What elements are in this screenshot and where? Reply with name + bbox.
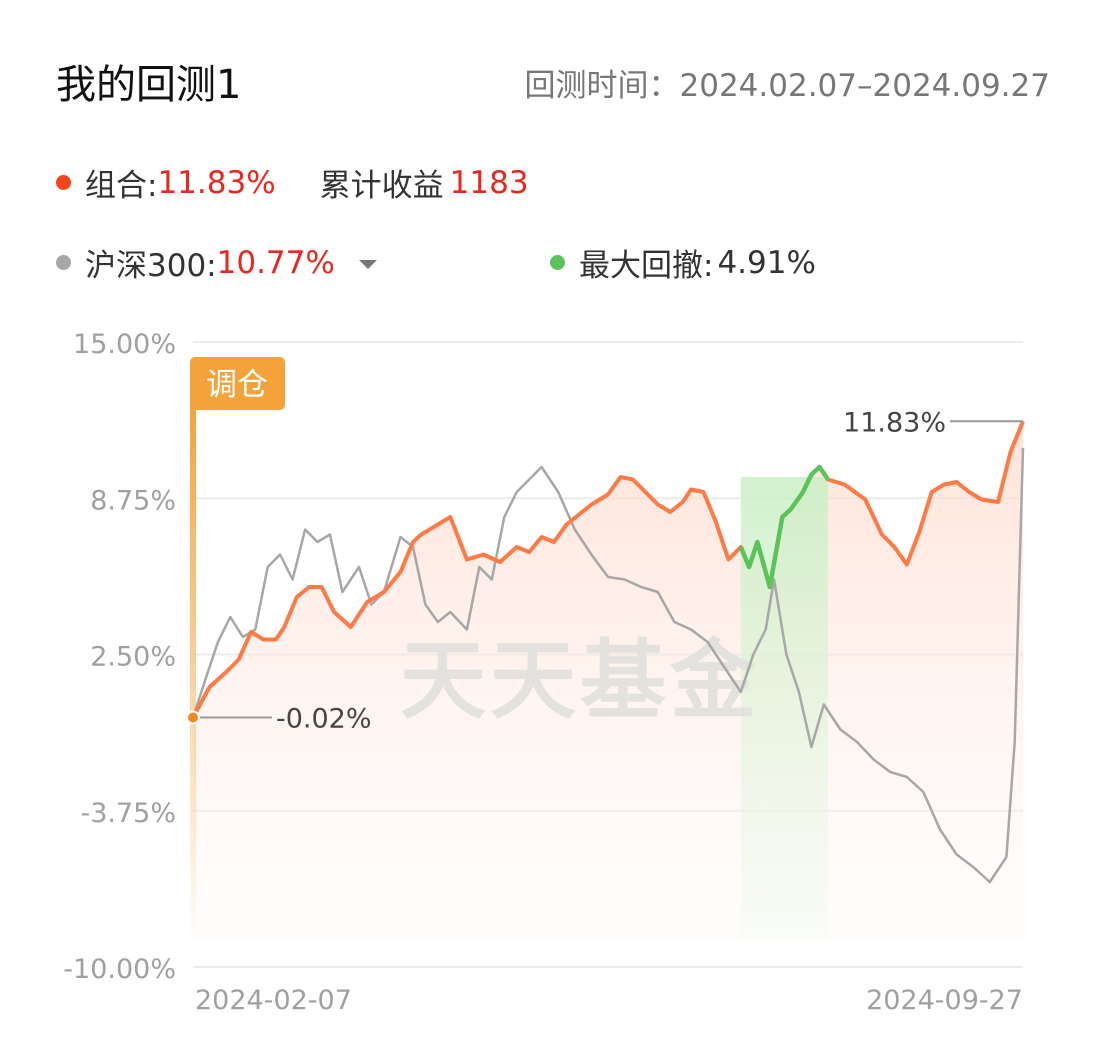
backtest-period: 回测时间：2024.02.07–2024.09.27	[525, 60, 1051, 105]
rebalance-bar	[190, 400, 196, 940]
axis-ticks: 15.00% 8.75% 2.50% -3.75% -10.00% 2024-02-07 2…	[63, 329, 1023, 1016]
end-annotation: 11.83%	[843, 407, 946, 438]
benchmark-dot-icon	[56, 255, 71, 270]
dropdown-caret-icon[interactable]	[358, 260, 377, 269]
drawdown-dot-icon	[550, 255, 565, 270]
period-label: 回测时间：	[524, 68, 680, 104]
start-point	[186, 710, 200, 725]
legend-row-drawdown: 最大回撤: 4.91%	[550, 240, 816, 285]
drawdown-label: 最大回撤:	[579, 248, 714, 284]
rebalance-label: 调仓	[206, 367, 268, 403]
benchmark-label[interactable]: 沪深300:	[85, 248, 217, 284]
x-tick-label: 2024-02-07	[195, 985, 352, 1016]
start-annotation: -0.02%	[276, 704, 372, 735]
rebalance-marker: 调仓	[190, 357, 285, 940]
series-line-portfolio	[191, 420, 1025, 719]
cumulative-value: 1183	[449, 164, 529, 201]
portfolio-dot-icon	[56, 175, 71, 190]
series-line-drawdown	[738, 464, 830, 590]
portfolio-line	[191, 420, 1025, 719]
y-tick-label: 2.50%	[90, 642, 176, 673]
series-line-benchmark	[191, 447, 1025, 884]
benchmark-value: 10.77%	[216, 244, 335, 281]
x-tick-label: 2024-09-27	[866, 985, 1023, 1016]
y-tick-label: 8.75%	[90, 485, 176, 516]
period-value: 2024.02.07–2024.09.27	[679, 68, 1051, 104]
portfolio-label: 组合:	[85, 168, 158, 204]
benchmark-line	[191, 447, 1025, 884]
portfolio-value: 11.83%	[157, 164, 276, 201]
rebalance-tag	[190, 357, 285, 410]
page-title: 我的回测1	[56, 62, 242, 108]
y-tick-label: -3.75%	[80, 798, 176, 829]
y-tick-label: -10.00%	[63, 954, 176, 985]
legend-row-benchmark: 沪深300: 10.77%	[56, 240, 377, 285]
watermark: 天天基金	[400, 630, 760, 731]
y-tick-label: 15.00%	[73, 329, 176, 360]
drawdown-value: 4.91%	[717, 244, 816, 281]
cumulative-label: 累计收益	[319, 168, 444, 204]
annotations: -0.02% 11.83%	[186, 407, 1023, 735]
legend-row-portfolio: 组合: 11.83% 累计收益 1183	[56, 160, 529, 205]
